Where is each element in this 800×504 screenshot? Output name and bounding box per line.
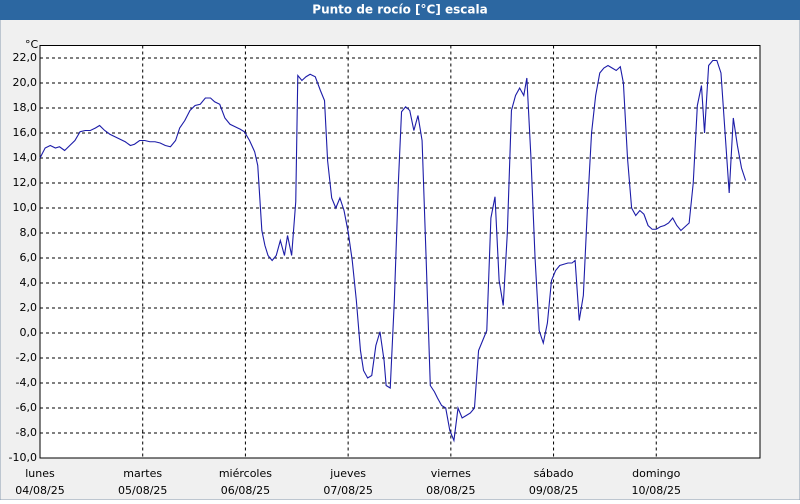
x-tick-label: viernes [431, 467, 471, 480]
y-tick-label: 22,0 [13, 51, 38, 64]
y-axis-label: °C [25, 38, 39, 51]
y-tick-label: -6,0 [16, 401, 37, 414]
chart-title: Punto de rocío [°C] escala [312, 3, 487, 17]
x-tick-label: miércoles [219, 467, 272, 480]
x-tick-date: 05/08/25 [118, 484, 167, 497]
y-tick-label: 12,0 [13, 176, 38, 189]
y-tick-label: 16,0 [13, 126, 38, 139]
y-tick-label: 8,0 [20, 226, 38, 239]
title-bar [0, 0, 800, 20]
x-tick-label: sábado [534, 467, 574, 480]
y-tick-label: 4,0 [20, 276, 38, 289]
x-tick-date: 10/08/25 [632, 484, 681, 497]
y-tick-label: 2,0 [20, 301, 38, 314]
x-tick-date: 06/08/25 [221, 484, 270, 497]
x-tick-date: 09/08/25 [529, 484, 578, 497]
y-tick-label: 6,0 [20, 251, 38, 264]
y-tick-label: 0,0 [20, 326, 38, 339]
x-tick-date: 07/08/25 [323, 484, 372, 497]
y-tick-label: 14,0 [13, 151, 38, 164]
x-tick-date: 08/08/25 [426, 484, 475, 497]
plot-area [39, 45, 761, 459]
y-tick-label: 10,0 [13, 201, 38, 214]
x-tick-date: 04/08/25 [15, 484, 64, 497]
y-tick-label: -2,0 [16, 351, 37, 364]
x-tick-label: jueves [329, 467, 366, 480]
data-line [39, 59, 747, 443]
y-tick-label: -4,0 [16, 376, 37, 389]
y-tick-label: -10,0 [9, 451, 37, 464]
y-tick-label: 20,0 [13, 76, 38, 89]
x-tick-label: lunes [25, 467, 55, 480]
y-tick-label: 18,0 [13, 101, 38, 114]
x-tick-label: martes [123, 467, 162, 480]
x-tick-label: domingo [632, 467, 680, 480]
y-tick-label: -8,0 [16, 426, 37, 439]
